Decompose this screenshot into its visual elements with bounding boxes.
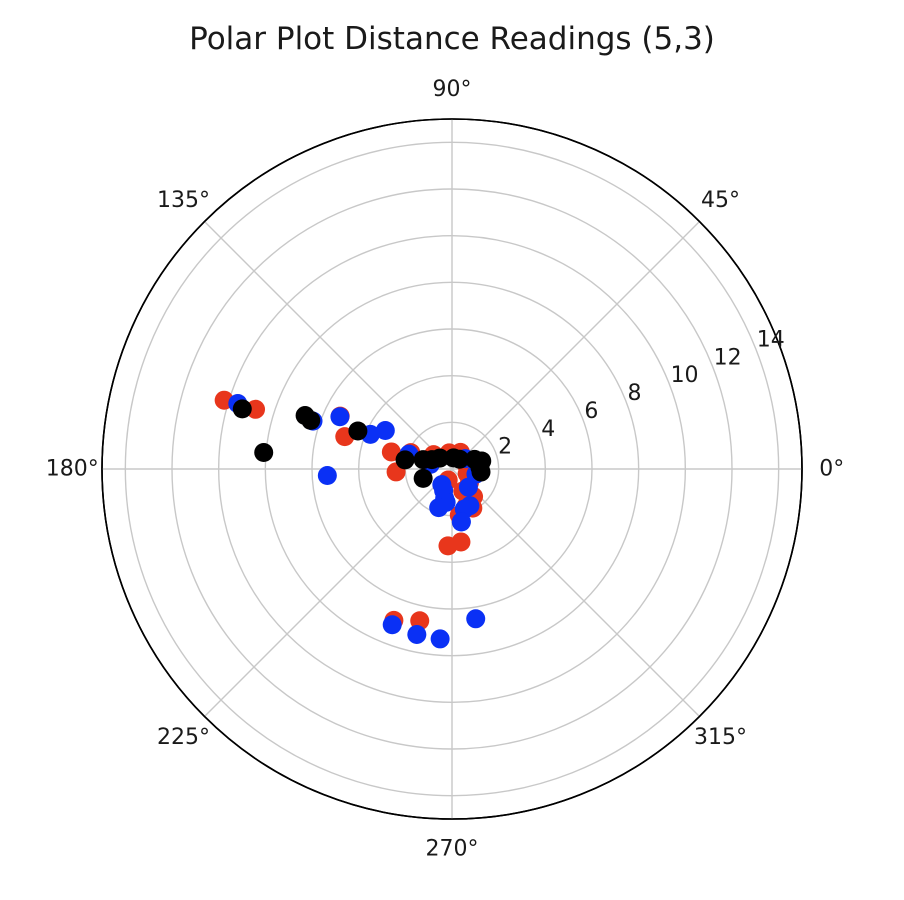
data-point: [301, 410, 321, 430]
data-point: [375, 421, 395, 440]
data-point: [348, 421, 368, 441]
r-tick-label: 6: [584, 399, 598, 424]
r-tick-labels: 2 4 6 8 10 12 14: [498, 327, 785, 459]
data-point: [458, 477, 478, 497]
theta-tick-label: 270°: [426, 836, 479, 861]
r-tick-label: 14: [757, 327, 785, 352]
theta-grid-line-225: [204, 468, 453, 717]
r-tick-label: 2: [498, 435, 512, 460]
polar-grid: [101, 118, 803, 820]
data-point: [450, 449, 470, 469]
theta-grid-line-135: [204, 221, 453, 470]
data-point: [317, 466, 337, 486]
theta-grid-line-315: [451, 468, 700, 717]
theta-tick-label: 90°: [433, 77, 472, 102]
data-point: [430, 629, 450, 649]
theta-tick-label: 0°: [819, 457, 844, 482]
data-point: [471, 462, 491, 482]
data-point: [382, 615, 402, 635]
data-point: [430, 448, 450, 468]
r-tick-label: 10: [671, 363, 699, 388]
data-point: [407, 624, 427, 644]
data-point: [254, 443, 274, 463]
theta-tick-label: 45°: [701, 188, 740, 213]
data-point: [246, 399, 266, 419]
data-point: [429, 498, 449, 518]
data-point: [466, 609, 486, 629]
data-point: [451, 512, 471, 532]
scatter-points: [214, 390, 492, 649]
data-point: [330, 407, 350, 427]
theta-tick-label: 135°: [157, 188, 210, 213]
data-point: [232, 399, 252, 419]
theta-grid-line-45: [451, 221, 700, 470]
series-2: [232, 399, 492, 488]
data-point: [413, 468, 433, 488]
r-tick-label: 12: [714, 345, 742, 370]
data-point: [438, 536, 458, 556]
r-tick-label: 4: [541, 417, 555, 442]
theta-tick-label: 225°: [157, 725, 210, 750]
theta-tick-label: 180°: [46, 457, 99, 482]
chart-title: Polar Plot Distance Readings (5,3): [189, 21, 715, 57]
data-point: [395, 450, 415, 470]
polar-frame-outline: [101, 118, 803, 820]
theta-tick-label: 315°: [694, 725, 747, 750]
theta-tick-labels: 0° 45° 90° 135° 180° 225° 270° 315°: [46, 77, 845, 862]
r-tick-label: 8: [627, 381, 641, 406]
